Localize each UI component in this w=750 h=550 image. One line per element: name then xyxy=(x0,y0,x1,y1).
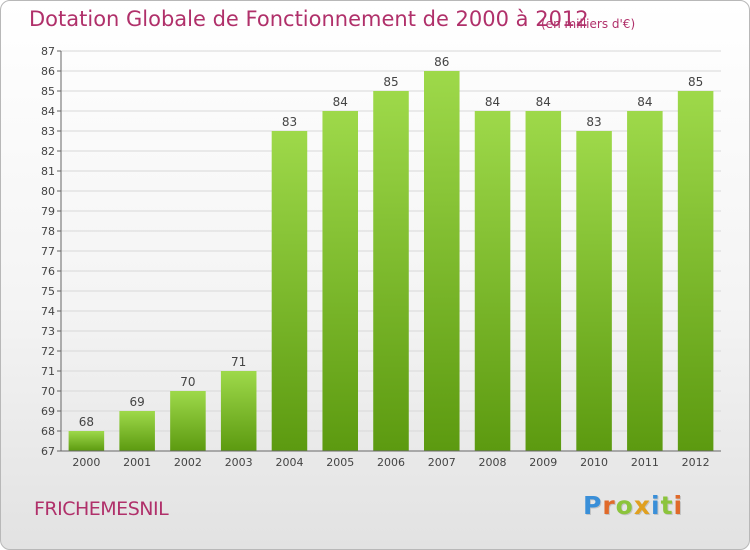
x-tick-label: 2002 xyxy=(174,456,202,469)
logo-letter: P xyxy=(583,491,603,520)
y-tick-label: 73 xyxy=(41,325,55,338)
x-axis-ticks: 2000 2001 2002 2003 2004 2005 2006 2007 2008 2009… xyxy=(72,456,709,469)
y-tick-label: 81 xyxy=(41,165,55,178)
bar-value-label: 83 xyxy=(282,115,297,129)
x-tick-label: 2008 xyxy=(479,456,507,469)
x-tick-label: 2001 xyxy=(123,456,151,469)
bar xyxy=(271,131,308,451)
bar xyxy=(68,431,105,451)
y-tick-label: 70 xyxy=(41,385,55,398)
bar xyxy=(373,91,409,451)
bar xyxy=(424,71,460,451)
x-tick-label: 2012 xyxy=(682,456,710,469)
bar-value-label: 71 xyxy=(231,355,246,369)
y-tick-label: 72 xyxy=(41,345,55,358)
bar xyxy=(474,111,511,451)
y-tick-label: 83 xyxy=(41,125,55,138)
bar-value-label: 69 xyxy=(130,395,145,409)
bar-value-label: 85 xyxy=(688,75,703,89)
bar xyxy=(220,371,257,451)
bar xyxy=(170,391,206,451)
bar xyxy=(677,91,714,451)
y-tick-label: 82 xyxy=(41,145,55,158)
y-tick-label: 77 xyxy=(41,245,55,258)
x-tick-label: 2004 xyxy=(275,456,303,469)
logo-letter: x xyxy=(633,491,651,520)
bar-value-label: 86 xyxy=(434,55,449,69)
logo-letter: t xyxy=(660,491,674,520)
y-tick-label: 76 xyxy=(41,265,55,278)
y-tick-label: 80 xyxy=(41,185,55,198)
y-tick-label: 68 xyxy=(41,425,55,438)
y-tick-label: 84 xyxy=(41,105,55,118)
logo-letter: r xyxy=(602,491,616,520)
x-tick-label: 2011 xyxy=(631,456,659,469)
bar-value-label: 70 xyxy=(180,375,195,389)
x-tick-label: 2009 xyxy=(529,456,557,469)
y-axis-ticks: 67 68 69 70 71 72 73 74 75 76 77 78 79 80 81 82 83 84 85 86… xyxy=(41,45,61,458)
x-tick-label: 2000 xyxy=(72,456,100,469)
y-tick-label: 78 xyxy=(41,225,55,238)
x-tick-label: 2005 xyxy=(326,456,354,469)
bar-value-label: 84 xyxy=(536,95,551,109)
x-tick-label: 2007 xyxy=(428,456,456,469)
bar-value-label: 68 xyxy=(79,415,94,429)
logo-letter: i xyxy=(651,491,661,520)
bar xyxy=(322,111,358,451)
y-tick-label: 75 xyxy=(41,285,55,298)
x-tick-label: 2010 xyxy=(580,456,608,469)
y-tick-label: 87 xyxy=(41,45,55,58)
y-tick-label: 67 xyxy=(41,445,55,458)
bar-value-label: 85 xyxy=(383,75,398,89)
bar-value-label: 84 xyxy=(637,95,652,109)
bar xyxy=(576,131,612,451)
axes xyxy=(60,51,721,452)
proxiti-logo: Proxiti xyxy=(583,491,683,520)
y-tick-label: 71 xyxy=(41,365,55,378)
bar xyxy=(525,111,562,451)
y-tick-label: 86 xyxy=(41,65,55,78)
y-tick-label: 85 xyxy=(41,85,55,98)
y-tick-label: 69 xyxy=(41,405,55,418)
x-tick-label: 2003 xyxy=(225,456,253,469)
commune-name: FRICHEMESNIL xyxy=(34,498,169,520)
chart-title: Dotation Globale de Fonctionnement de 20… xyxy=(29,7,589,31)
y-tick-label: 74 xyxy=(41,305,55,318)
logo-letter: o xyxy=(615,491,634,520)
bar xyxy=(119,411,155,451)
bar-value-label: 84 xyxy=(333,95,348,109)
x-tick-label: 2006 xyxy=(377,456,405,469)
bar xyxy=(627,111,663,451)
chart-unit: (en milliers d'€) xyxy=(541,17,636,31)
bar-value-label: 84 xyxy=(485,95,500,109)
bars xyxy=(68,71,714,451)
y-tick-label: 79 xyxy=(41,205,55,218)
logo-letter: i xyxy=(673,491,684,520)
data-labels: 68 69 70 71 83 84 85 86 84 84 83 84 85 xyxy=(79,55,704,429)
bar-value-label: 83 xyxy=(586,115,601,129)
